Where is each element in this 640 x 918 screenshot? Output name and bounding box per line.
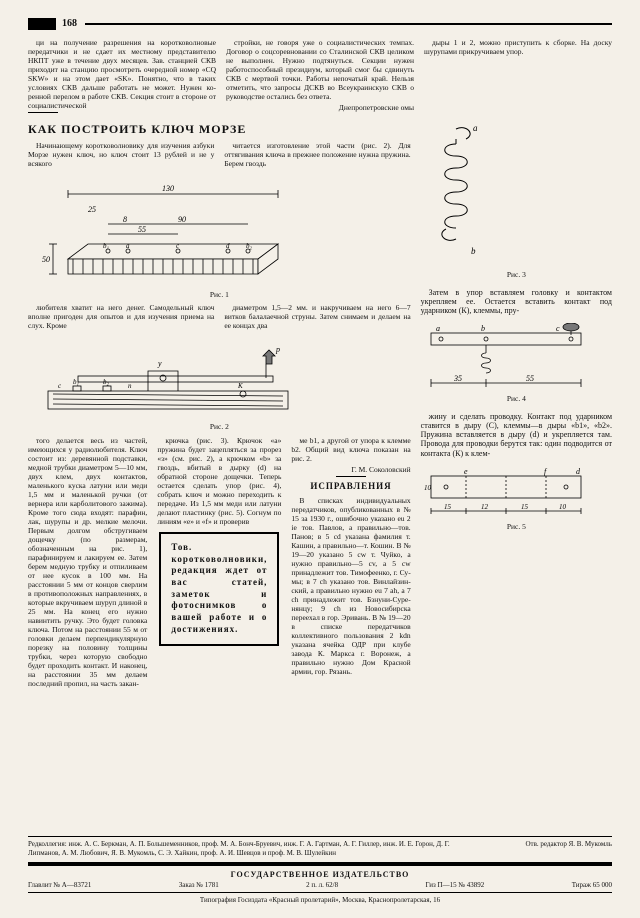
svg-text:b₁: b₁ [73, 378, 79, 386]
corrections-title: ИСПРАВЛЕНИЯ [291, 481, 410, 492]
header-rule [85, 23, 612, 25]
responsible-editor: Отв. редактор Я. В. Мукомль [466, 840, 612, 858]
fig3-caption: Рис. 3 [421, 271, 612, 280]
top-col2-text: стройки, не говоря уже о социалистиче­ск… [226, 38, 414, 101]
page-header: 168 [28, 18, 612, 30]
svg-text:b₁: b₁ [103, 242, 109, 250]
intro-c2: читается изготовление этой части (рис. 2… [224, 141, 410, 168]
body-left-1: любителя хватит на него денег. Самодель­… [28, 303, 214, 330]
top-col1-text: ци на получение разрешения на коротко­во… [28, 38, 216, 110]
figure-2: y p n b₁ b₂ K c Рис. 2 [28, 336, 411, 432]
giz-number: Гиз П—15 № 43892 [426, 881, 485, 889]
fig4-after-text: жину и сделать проводку. Контакт под уда… [421, 412, 612, 458]
svg-text:8: 8 [123, 215, 127, 224]
svg-text:b: b [481, 324, 485, 333]
figure-5: d e f 15 12 15 10 10 Рис. 5 [421, 466, 612, 532]
svg-text:d: d [226, 242, 230, 250]
svg-text:35: 35 [453, 374, 462, 383]
svg-text:12: 12 [481, 503, 489, 511]
header-ornament [28, 18, 56, 30]
svg-text:a: a [473, 123, 478, 133]
fig5-caption: Рис. 5 [421, 523, 612, 532]
svg-text:a: a [436, 324, 440, 333]
top-col1: ци на получение разрешения на коротко­во… [28, 38, 216, 115]
top-col3: дыры 1 и 2, можно приступить к сборке. Н… [424, 38, 612, 115]
svg-text:f: f [544, 467, 548, 476]
corrections-body: В списках индивидуальных передатчи­ков, … [291, 496, 410, 676]
editorial-board: Редколлегия: инж. А. С. Беркман, А. П. Б… [28, 840, 466, 858]
figure-4: a b c 35 55 Рис. 4 [421, 323, 612, 404]
body2-c2: крючка (рис. 3). Крючок «а» пружина буде… [157, 436, 281, 526]
printer-info: Типография Госиздата «Красный пролетарий… [28, 896, 612, 904]
svg-text:10: 10 [424, 484, 432, 492]
body2-c1: того делается весь из частей, имею­щихся… [28, 436, 147, 688]
top-col2-signature: Днепропетровские омы [226, 103, 414, 112]
publisher-name: ГОСУДАРСТВЕННОЕ ИЗДАТЕЛЬСТВО [28, 870, 612, 879]
figure-1: 130 50 25 8 90 55 b₁ b₂ c d a Рис. 1 [28, 174, 411, 300]
svg-text:10: 10 [559, 503, 567, 511]
svg-text:n: n [128, 382, 132, 390]
svg-text:c: c [556, 324, 560, 333]
svg-text:b₂: b₂ [246, 242, 253, 250]
svg-text:a: a [126, 242, 130, 250]
svg-text:55: 55 [526, 374, 534, 383]
fig1-caption: Рис. 1 [28, 291, 411, 300]
svg-text:25: 25 [88, 205, 96, 214]
sheets: 2 п. л. 62/8 [306, 881, 338, 889]
svg-text:15: 15 [444, 503, 452, 511]
top-col2: стройки, не говоря уже о социалистиче­ск… [226, 38, 414, 115]
svg-text:50: 50 [42, 255, 50, 264]
body2-c3: ме b1, а другой от упора к клемме b2. Об… [291, 436, 410, 463]
svg-text:15: 15 [521, 503, 529, 511]
glavlit-number: Главлит № А—83721 [28, 881, 91, 889]
svg-text:55: 55 [138, 225, 146, 234]
svg-text:p: p [275, 345, 280, 354]
top-text-block: ци на получение разрешения на коротко­во… [28, 38, 612, 115]
fig2-caption: Рис. 2 [28, 423, 411, 432]
editorial-callout: Тов. коротковолновики, ре­дакция ждет от… [159, 532, 279, 646]
svg-text:K: K [237, 382, 243, 390]
order-number: Заказ № 1781 [179, 881, 219, 889]
intro-c1: Начинающему коротковолновику для изучени… [28, 141, 214, 168]
top-col3-text: дыры 1 и 2, можно приступить к сборке. Н… [424, 38, 612, 56]
svg-text:d: d [576, 467, 581, 476]
article-body: КАК ПОСТРОИТЬ КЛЮЧ МОРЗЕ Начинающему кор… [28, 115, 612, 690]
svg-text:130: 130 [162, 184, 174, 193]
fig3-after-text: Затем в упор вставляем головку и кон­так… [421, 288, 612, 316]
body-right-1: диаметром 1,5—2 мм. и накручиваем на нег… [224, 303, 410, 330]
svg-text:c: c [58, 382, 62, 390]
svg-text:90: 90 [178, 215, 186, 224]
svg-text:b₂: b₂ [103, 378, 110, 386]
print-run: Тираж 65 000 [572, 881, 612, 889]
fig4-caption: Рис. 4 [421, 395, 612, 404]
publication-details: Главлит № А—83721 Заказ № 1781 2 п. л. 6… [28, 881, 612, 889]
svg-text:b: b [471, 246, 476, 256]
article-title: КАК ПОСТРОИТЬ КЛЮЧ МОРЗЕ [28, 123, 411, 137]
page-footer: Редколлегия: инж. А. С. Беркман, А. П. Б… [28, 833, 612, 904]
page-number: 168 [62, 18, 77, 30]
author-signature: Г. М. Соколовский [291, 465, 410, 474]
svg-text:y: y [157, 359, 162, 368]
svg-text:e: e [464, 467, 468, 476]
figure-3: a b Рис. 3 [421, 119, 612, 280]
